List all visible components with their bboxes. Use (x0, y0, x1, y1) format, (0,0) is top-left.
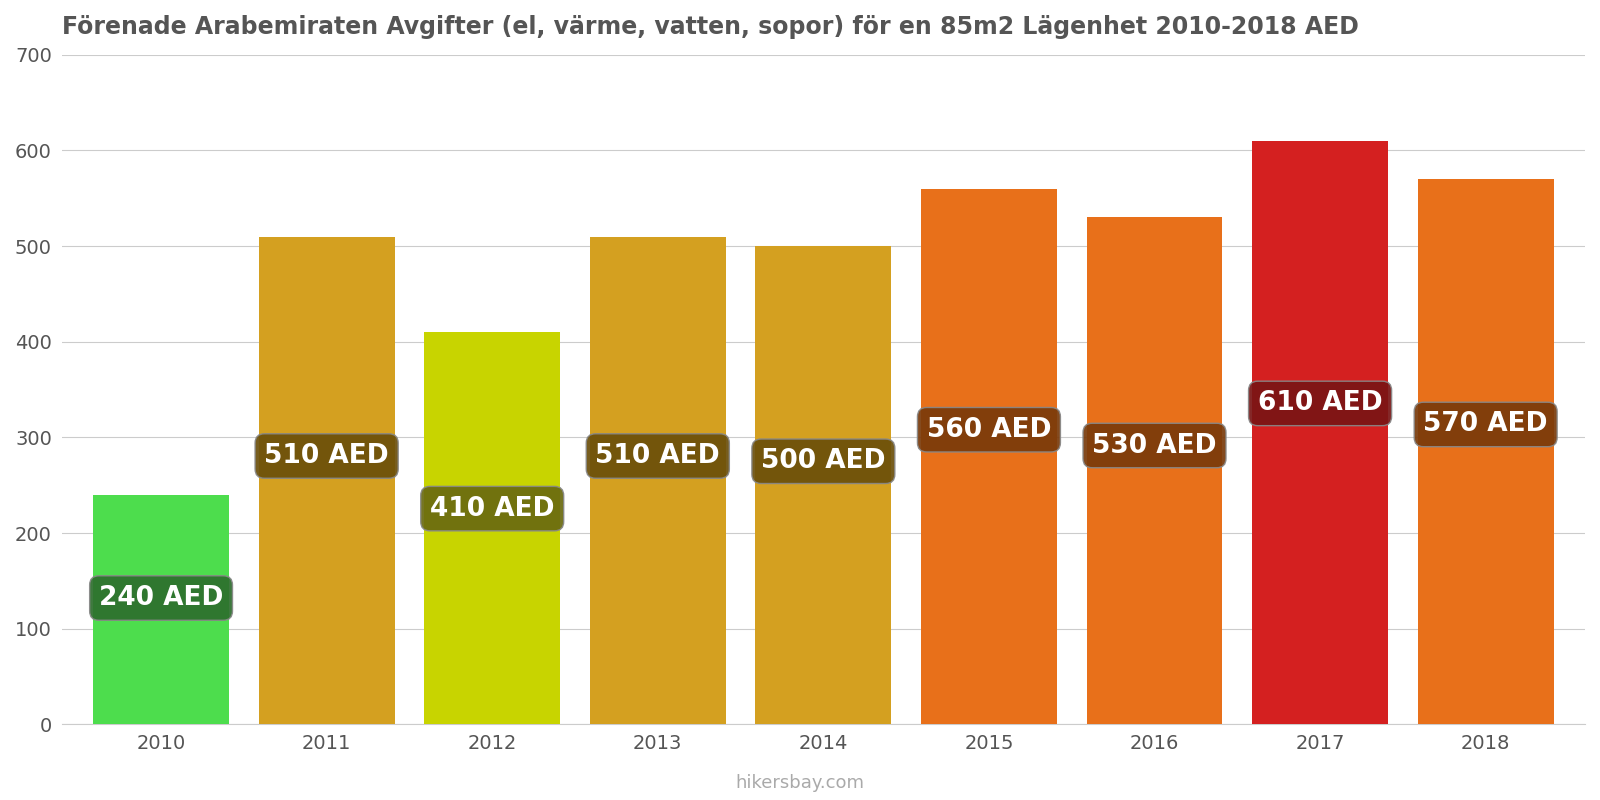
Text: 570 AED: 570 AED (1424, 411, 1547, 438)
Text: 530 AED: 530 AED (1093, 433, 1216, 458)
Text: 510 AED: 510 AED (595, 443, 720, 469)
Bar (424, 332, 560, 724)
Bar (1418, 179, 1554, 724)
Bar (755, 246, 891, 724)
Bar (93, 494, 229, 724)
Text: 240 AED: 240 AED (99, 585, 224, 611)
Bar (590, 237, 726, 724)
Text: hikersbay.com: hikersbay.com (736, 774, 864, 792)
Bar (922, 189, 1058, 724)
Text: 560 AED: 560 AED (926, 417, 1051, 442)
Text: 610 AED: 610 AED (1258, 390, 1382, 417)
Text: 410 AED: 410 AED (430, 496, 555, 522)
Bar (1253, 141, 1387, 724)
Text: Förenade Arabemiraten Avgifter (el, värme, vatten, sopor) för en 85m2 Lägenhet 2: Förenade Arabemiraten Avgifter (el, värm… (62, 15, 1358, 39)
Text: 500 AED: 500 AED (762, 448, 886, 474)
Bar (1086, 218, 1222, 724)
Bar (259, 237, 395, 724)
Text: 510 AED: 510 AED (264, 443, 389, 469)
